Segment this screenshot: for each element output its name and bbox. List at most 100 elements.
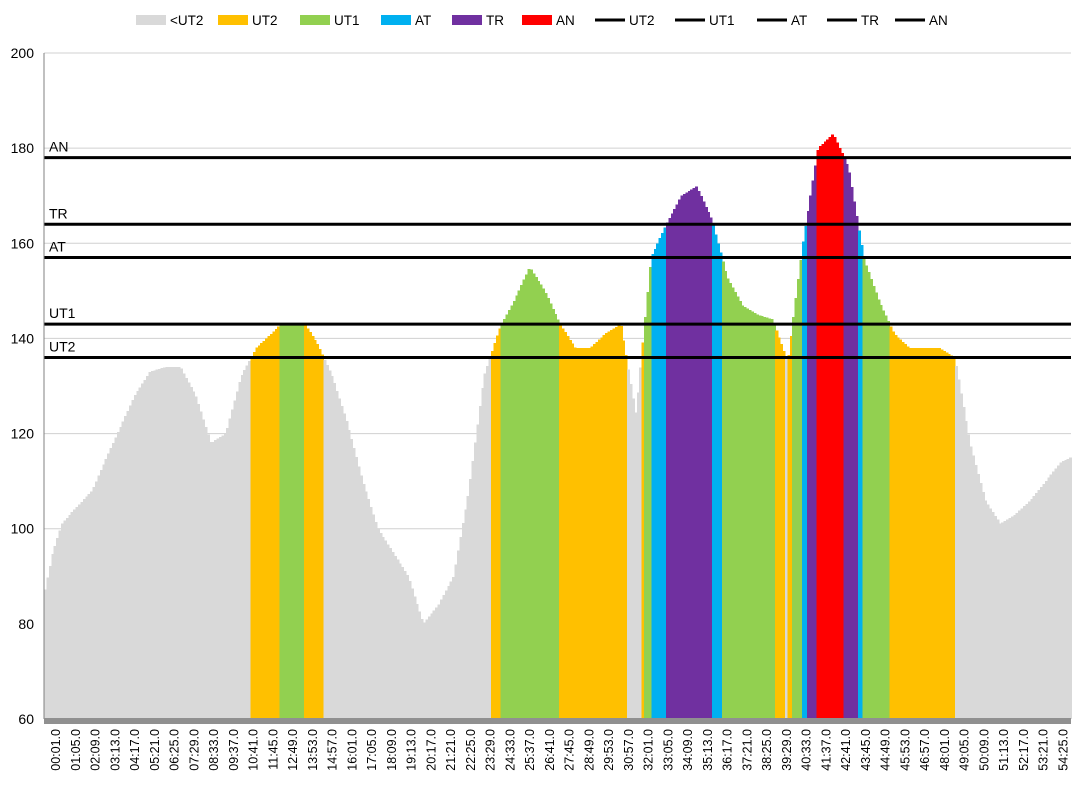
- hr-bar-below-ut2: [967, 434, 971, 719]
- hr-bar-below-ut2: [182, 373, 186, 719]
- hr-bar-below-ut2: [976, 473, 980, 719]
- hr-bar-below-ut2: [109, 448, 113, 719]
- x-tick-label: 28:49.0: [582, 729, 596, 771]
- hr-bar-ut1: [551, 308, 555, 719]
- hr-bar-below-ut2: [401, 567, 405, 719]
- hr-bar-tr: [695, 186, 699, 720]
- hr-bar-ut2: [896, 337, 900, 719]
- hr-bar-below-ut2: [1001, 522, 1005, 719]
- hr-bar-ut2: [272, 331, 276, 719]
- hr-bar-ut1: [644, 317, 648, 719]
- x-tick-label: 23:29.0: [484, 729, 498, 771]
- hr-bar-below-ut2: [167, 366, 171, 719]
- hr-bar-ut2: [318, 349, 322, 719]
- hr-bar-ut2: [612, 328, 616, 719]
- hr-bar-below-ut2: [454, 564, 458, 719]
- hr-bar-below-ut2: [342, 413, 346, 719]
- hr-bar-below-ut2: [449, 581, 453, 719]
- hr-bar-ut2: [490, 350, 495, 719]
- hr-bar-tr: [806, 210, 810, 720]
- hr-bar-ut1: [286, 324, 290, 719]
- hr-bar-ut2: [493, 343, 497, 719]
- hr-bar-below-ut2: [90, 491, 94, 719]
- hr-bar-ut2: [269, 333, 273, 719]
- hr-bar-below-ut2: [163, 367, 167, 719]
- hr-bar-below-ut2: [984, 500, 988, 719]
- hr-bar-below-ut2: [391, 552, 395, 719]
- hr-bar-below-ut2: [486, 366, 490, 719]
- hr-bar-ut2: [320, 354, 324, 719]
- hr-bar-ut2: [597, 339, 601, 719]
- hr-bar-tr: [809, 195, 813, 719]
- x-tick-label: 21:21.0: [444, 729, 458, 771]
- hr-bar-ut2: [265, 338, 269, 719]
- hr-bar-at: [716, 243, 720, 719]
- x-tick-label: 32:01.0: [642, 729, 656, 771]
- threshold-label-an: AN: [49, 139, 68, 155]
- hr-bar-ut2: [274, 328, 278, 719]
- x-axis-tick-labels: 00:01.0 01:05.0 02:09.0 03:13.0 04:17.0 05:21…: [49, 729, 1070, 771]
- hr-bar-below-ut2: [180, 368, 184, 719]
- hr-bar-below-ut2: [639, 367, 643, 719]
- x-tick-label: 30:57.0: [622, 729, 636, 771]
- hr-bar-below-ut2: [430, 613, 434, 719]
- hr-bar-below-ut2: [245, 365, 249, 719]
- x-tick-label: 40:33.0: [800, 729, 814, 771]
- hr-bar-below-ut2: [376, 529, 380, 719]
- hr-bar-below-ut2: [78, 504, 82, 719]
- hr-bar-below-ut2: [58, 530, 62, 719]
- hr-bar-tr: [707, 212, 711, 719]
- hr-bar-ut1: [884, 315, 888, 719]
- x-tick-label: 53:21.0: [1037, 729, 1051, 771]
- hr-bar-ut1: [753, 312, 757, 719]
- hr-bar-ut2: [593, 344, 597, 719]
- hr-bar-below-ut2: [627, 369, 631, 719]
- hr-bar-ut1: [542, 288, 546, 719]
- x-tick-label: 34:09.0: [681, 729, 695, 771]
- hr-bar-ut2: [891, 331, 895, 719]
- hr-bar-below-ut2: [386, 544, 390, 719]
- hr-bar-below-ut2: [629, 383, 633, 719]
- x-tick-label: 35:13.0: [701, 729, 715, 771]
- x-tick-label: 37:21.0: [740, 729, 754, 771]
- hr-bar-ut1: [763, 316, 767, 719]
- hr-bar-ut1: [872, 285, 876, 719]
- legend-swatch-tr: [452, 15, 482, 25]
- y-tick-label: 200: [11, 45, 35, 61]
- hr-bar-below-ut2: [155, 369, 159, 719]
- hr-bar-below-ut2: [136, 391, 140, 719]
- hr-bar-ut2: [561, 328, 565, 719]
- hr-bar-below-ut2: [330, 375, 334, 719]
- hr-bar-ut1: [879, 305, 883, 719]
- hr-bar-ut1: [797, 278, 801, 719]
- y-tick-label: 120: [11, 426, 35, 442]
- hr-bar-ut2: [950, 355, 954, 719]
- hr-bar-below-ut2: [172, 366, 176, 719]
- hr-bar-ut2: [923, 347, 927, 719]
- hr-bar-below-ut2: [398, 563, 402, 719]
- hr-bar-ut2: [578, 347, 582, 719]
- hr-bar-below-ut2: [1035, 492, 1039, 719]
- x-tick-label: 50:09.0: [977, 729, 991, 771]
- hr-bar-ut1: [508, 310, 512, 719]
- hr-bar-below-ut2: [993, 515, 997, 719]
- hr-bar-below-ut2: [393, 555, 397, 719]
- hr-bar-below-ut2: [143, 379, 147, 719]
- hr-bar-an: [816, 150, 820, 719]
- hr-bar-ut1: [886, 321, 891, 719]
- x-tick-label: 17:05.0: [365, 729, 379, 771]
- hr-bar-ut2: [610, 330, 614, 719]
- hr-bar-below-ut2: [1066, 458, 1070, 719]
- heart-rate-bars: [44, 134, 1073, 720]
- hr-bar-below-ut2: [68, 515, 72, 719]
- hr-bar-below-ut2: [469, 479, 473, 719]
- hr-bar-ut2: [571, 343, 575, 719]
- x-tick-label: 52:17.0: [1017, 729, 1031, 771]
- hr-bar-below-ut2: [418, 611, 422, 719]
- hr-bar-tr: [673, 208, 677, 719]
- threshold-label-ut2: UT2: [49, 338, 76, 354]
- hr-bar-ut2: [313, 339, 317, 719]
- hr-bar-ut1: [515, 295, 519, 719]
- hr-bar-below-ut2: [1064, 459, 1068, 719]
- hr-bar-ut2: [901, 341, 905, 719]
